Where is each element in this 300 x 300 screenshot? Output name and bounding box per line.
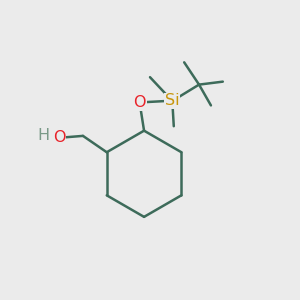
Text: H: H (38, 128, 50, 143)
Text: Si: Si (165, 94, 180, 109)
Text: O: O (133, 95, 146, 110)
Text: O: O (53, 130, 65, 145)
